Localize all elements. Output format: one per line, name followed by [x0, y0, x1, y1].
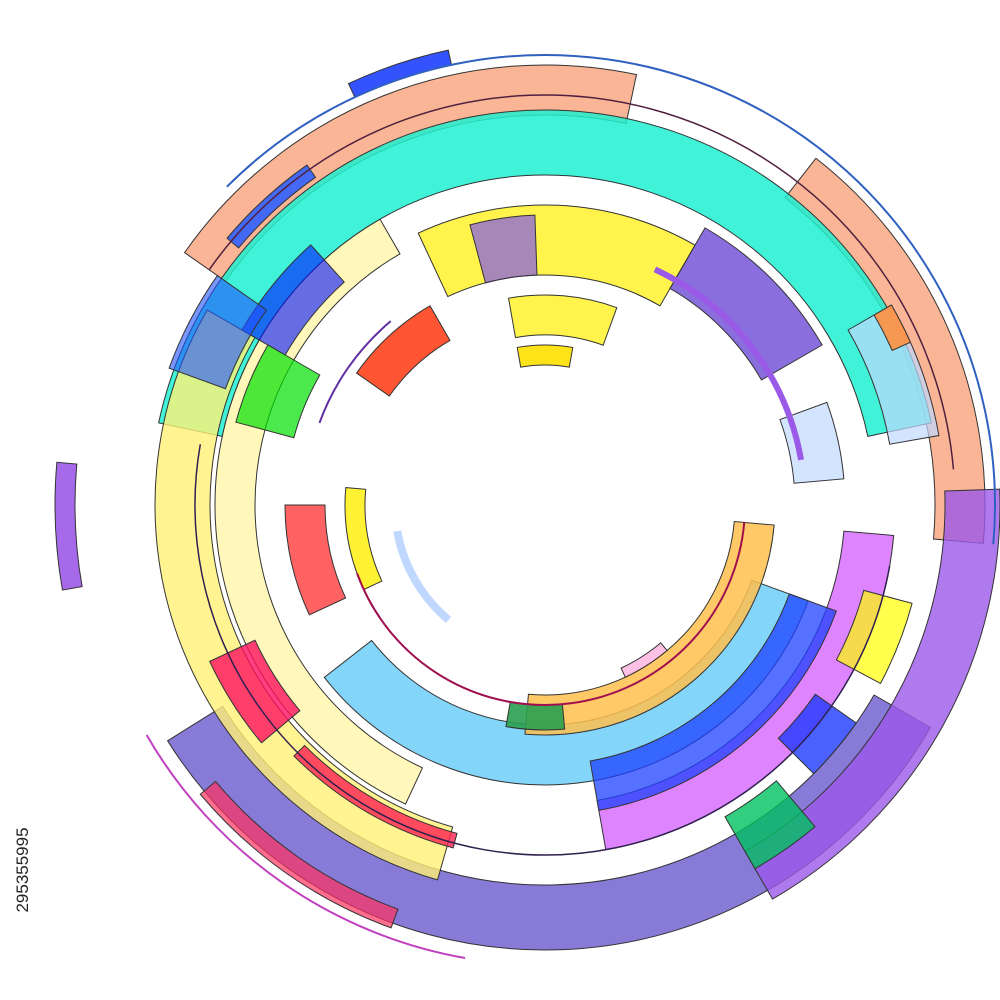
arc-segment — [241, 244, 345, 356]
arc-segment — [873, 304, 912, 352]
arc-line — [318, 320, 392, 424]
arc-segment — [779, 401, 845, 484]
arc-segment — [724, 780, 816, 870]
image-id: 295355995 — [13, 827, 32, 912]
arc-line — [653, 266, 805, 461]
arc-segment — [620, 642, 668, 678]
arc-segment — [847, 304, 940, 445]
arc-line — [393, 530, 452, 623]
arc-segment — [669, 227, 823, 381]
arc-segment — [469, 214, 538, 284]
arc-line — [226, 54, 996, 545]
arc-segment — [355, 305, 451, 397]
arc-segment — [835, 589, 913, 685]
arc-segment — [166, 694, 932, 951]
arc-line — [208, 94, 955, 470]
arc-segment — [199, 780, 399, 929]
arc-line — [194, 444, 891, 856]
arc-segment — [293, 744, 458, 849]
arc-line — [356, 522, 746, 706]
arc-segment — [505, 701, 566, 731]
arc-segment — [744, 488, 1000, 900]
arc-segment — [168, 274, 268, 390]
arc-segment — [284, 504, 347, 616]
arc-line — [145, 734, 466, 959]
arc-segment — [516, 344, 574, 368]
arc-segment — [54, 461, 83, 591]
arc-segment — [344, 487, 383, 591]
arc-segment — [209, 639, 301, 744]
arc-segment — [507, 294, 618, 346]
arc-segment — [235, 344, 321, 439]
arc-segment — [226, 164, 317, 249]
arc-segment — [589, 593, 837, 811]
arc-segment — [777, 693, 857, 775]
rings — [54, 49, 1000, 959]
